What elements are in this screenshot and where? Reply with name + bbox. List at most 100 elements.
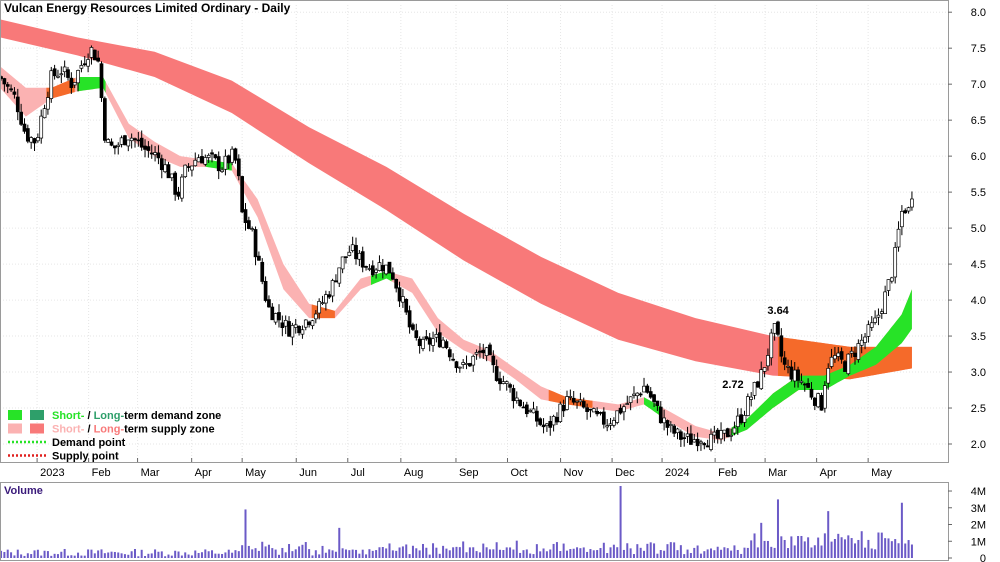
candle-body xyxy=(689,433,693,445)
volume-bar xyxy=(860,531,863,558)
candle-body xyxy=(407,310,412,328)
volume-bar xyxy=(291,551,294,558)
volume-bar xyxy=(294,549,297,558)
volume-bar xyxy=(760,522,763,558)
candle-body xyxy=(444,341,449,349)
candle-body xyxy=(196,157,201,163)
candle-body xyxy=(839,351,844,360)
volume-bar xyxy=(428,554,431,558)
volume-bar xyxy=(177,551,180,558)
candle-body xyxy=(129,137,134,142)
candle-body xyxy=(612,420,616,426)
candle-body xyxy=(883,291,887,314)
candle-body xyxy=(176,191,181,197)
candle-body xyxy=(36,137,40,142)
candle-body xyxy=(380,265,385,272)
x-tick-label: Feb xyxy=(718,467,737,479)
volume-bar xyxy=(435,547,438,558)
short-term-cross-zone xyxy=(46,78,75,103)
volume-bar xyxy=(562,543,565,558)
candle-body xyxy=(524,404,529,415)
volume-bar xyxy=(602,542,605,558)
candle-body xyxy=(247,220,251,229)
volume-bar xyxy=(800,535,803,558)
candle-body xyxy=(514,397,519,401)
y-tick-label: 7.0 xyxy=(971,79,986,91)
x-tick-label: Mar xyxy=(141,467,160,479)
candle-body xyxy=(816,393,821,408)
candle-body xyxy=(364,266,368,268)
candle-body xyxy=(782,357,787,365)
candle-body xyxy=(106,139,111,143)
candle-body xyxy=(571,397,576,403)
volume-bar xyxy=(736,549,739,558)
candle-body xyxy=(22,123,27,132)
volume-bar xyxy=(432,543,435,558)
volume-bar xyxy=(495,542,498,558)
volume-bar xyxy=(847,535,850,558)
candle-body xyxy=(387,261,392,274)
x-tick-label: Jul xyxy=(351,467,365,479)
volume-bar xyxy=(391,550,394,558)
candle-body xyxy=(709,433,713,450)
volume-bar xyxy=(334,551,337,558)
volume-bar xyxy=(147,553,150,558)
candle-body xyxy=(504,381,509,384)
volume-bar xyxy=(596,550,599,558)
volume-y-tick-label: 4M xyxy=(971,486,986,498)
candle-body xyxy=(411,324,415,330)
volume-bar xyxy=(254,548,257,558)
candle-body xyxy=(29,137,34,143)
volume-bar xyxy=(803,541,806,558)
volume-bar xyxy=(643,550,646,558)
volume-y-tick-label: 1M xyxy=(971,536,986,548)
candle-body xyxy=(846,353,851,375)
candle-body xyxy=(863,336,867,343)
candle-body xyxy=(638,393,643,396)
legend-swatch xyxy=(30,423,44,434)
candle-body xyxy=(310,320,315,327)
candle-body xyxy=(173,172,178,195)
candle-body xyxy=(879,311,884,314)
volume-bar xyxy=(646,543,649,558)
candle-body xyxy=(391,272,395,280)
volume-bar xyxy=(190,555,193,558)
volume-bar xyxy=(696,545,699,558)
volume-bar xyxy=(706,549,709,558)
candle-body xyxy=(307,321,311,326)
volume-bar xyxy=(746,547,749,558)
volume-bar xyxy=(328,549,331,558)
volume-bar xyxy=(221,553,224,558)
price-panel-frame xyxy=(0,0,949,463)
volume-bar xyxy=(659,550,662,558)
volume-bar xyxy=(904,543,907,558)
candle-body xyxy=(401,296,405,303)
volume-bar xyxy=(63,548,66,558)
candle-body xyxy=(19,111,23,125)
volume-bar xyxy=(123,554,126,558)
volume-bar xyxy=(247,545,250,558)
volume-bar xyxy=(274,549,277,558)
y-tick-label: 6.0 xyxy=(971,151,986,163)
candle-body xyxy=(76,70,80,84)
candle-body xyxy=(488,344,492,356)
candle-body xyxy=(474,352,479,355)
candle-body xyxy=(457,366,462,369)
candle-body xyxy=(749,396,754,400)
candle-body xyxy=(96,57,100,62)
candle-body xyxy=(658,406,663,424)
volume-bar xyxy=(703,551,706,558)
legend-swatch xyxy=(8,410,22,420)
candle-body xyxy=(481,349,486,354)
volume-bar xyxy=(522,550,525,558)
candle-body xyxy=(193,159,198,167)
candle-body xyxy=(712,431,717,436)
candle-body xyxy=(682,437,687,439)
volume-bar xyxy=(107,552,110,558)
candle-body xyxy=(759,369,764,390)
candle-body xyxy=(324,294,328,304)
volume-bar xyxy=(505,547,508,558)
volume-bar xyxy=(217,553,220,558)
candle-body xyxy=(578,399,583,403)
volume-bar xyxy=(13,555,16,558)
